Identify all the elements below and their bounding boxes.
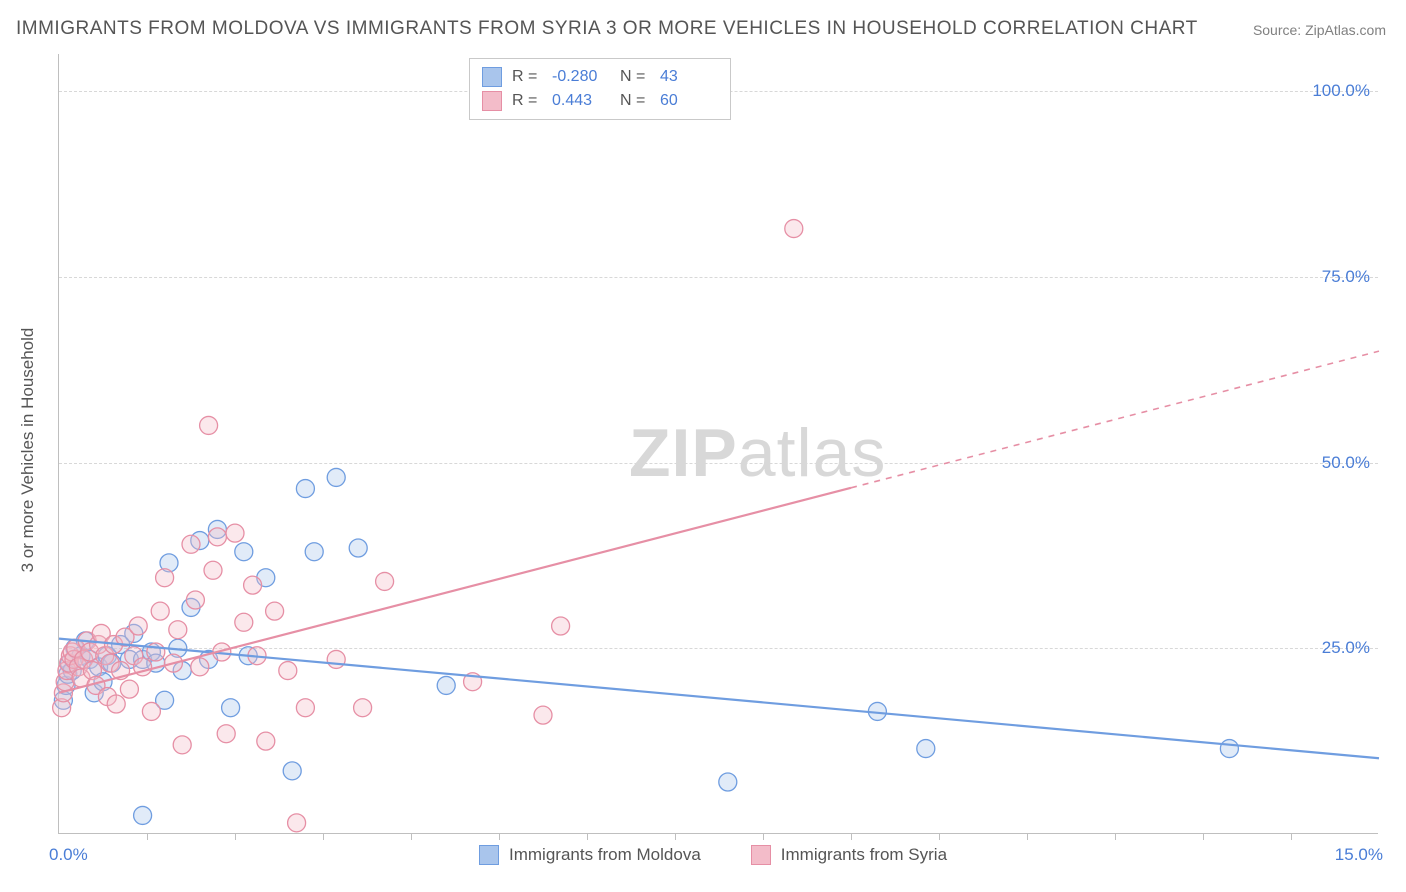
n-value-moldova: 43 [660, 68, 718, 86]
n-label: N = [620, 92, 650, 110]
swatch-moldova [482, 67, 502, 87]
x-tick-label-max: 15.0% [1335, 845, 1383, 865]
x-tick-label-min: 0.0% [49, 845, 88, 865]
r-value-syria: 0.443 [552, 92, 610, 110]
swatch-syria [482, 91, 502, 111]
r-value-moldova: -0.280 [552, 68, 610, 86]
plot-area: ZIPatlas 25.0%50.0%75.0%100.0% 0.0% 15.0… [58, 54, 1378, 834]
n-label: N = [620, 68, 650, 86]
swatch-syria [751, 845, 771, 865]
stats-row-moldova: R = -0.280 N = 43 [482, 65, 718, 89]
r-label: R = [512, 92, 542, 110]
legend-item-moldova: Immigrants from Moldova [479, 845, 701, 865]
y-axis-label: 3 or more Vehicles in Household [18, 328, 38, 573]
stats-row-syria: R = 0.443 N = 60 [482, 89, 718, 113]
legend-item-syria: Immigrants from Syria [751, 845, 947, 865]
n-value-syria: 60 [660, 92, 718, 110]
chart-title: IMMIGRANTS FROM MOLDOVA VS IMMIGRANTS FR… [16, 18, 1198, 40]
scatter-svg [59, 54, 1378, 833]
legend-label-moldova: Immigrants from Moldova [509, 845, 701, 865]
r-label: R = [512, 68, 542, 86]
stats-box: R = -0.280 N = 43 R = 0.443 N = 60 [469, 58, 731, 120]
legend: Immigrants from Moldova Immigrants from … [479, 845, 947, 865]
legend-label-syria: Immigrants from Syria [781, 845, 947, 865]
source-attribution: Source: ZipAtlas.com [1253, 22, 1386, 38]
swatch-moldova [479, 845, 499, 865]
